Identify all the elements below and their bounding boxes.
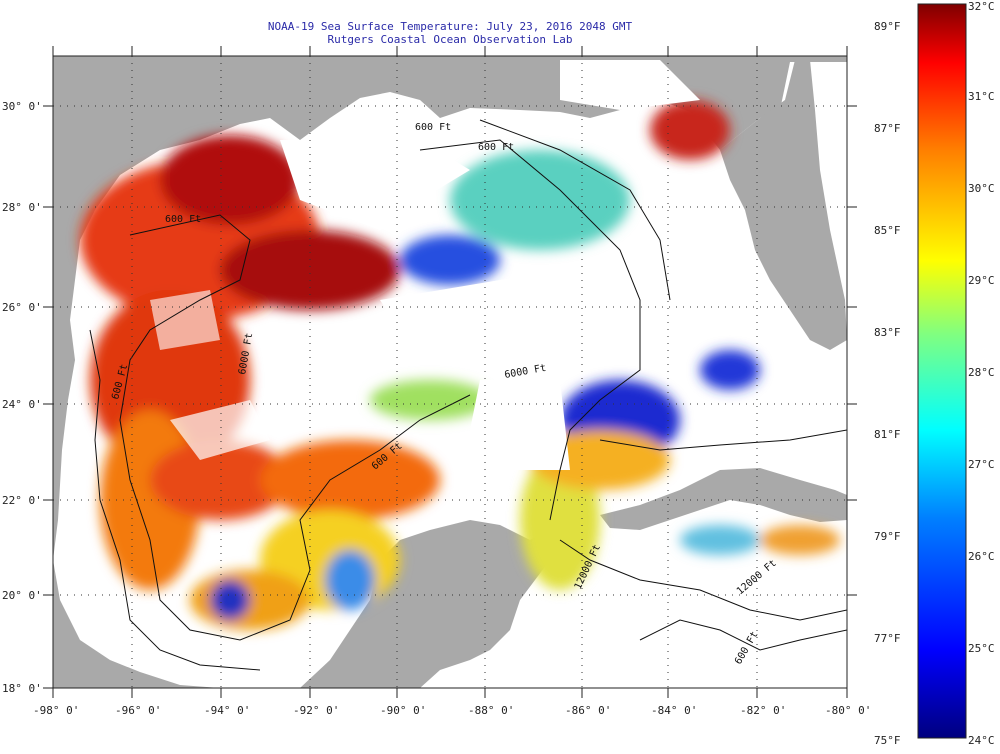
graticule (53, 56, 847, 688)
contour-label: 600 Ft (165, 214, 201, 225)
cb-f-85: 85°F (874, 224, 901, 237)
lat-label-18: 18° 0' (2, 682, 42, 695)
contour-label: 600 Ft (478, 142, 514, 153)
cb-c-28: 28°C (968, 366, 995, 379)
cb-f-79: 79°F (874, 530, 901, 543)
map-subtitle: Rutgers Coastal Ocean Observation Lab (327, 33, 573, 46)
lon-label-94: -94° 0' (204, 704, 250, 717)
lat-label-30: 30° 0' (2, 100, 42, 113)
longitude-labels: -98° 0' -96° 0' -94° 0' -92° 0' -90° 0' … (33, 704, 871, 717)
lon-label-80: -80° 0' (825, 704, 871, 717)
tick-marks (43, 46, 857, 698)
map-title: NOAA-19 Sea Surface Temperature: July 23… (267, 20, 633, 33)
lon-label-92: -92° 0' (293, 704, 339, 717)
colorbar: 32°C 31°C 30°C 29°C 28°C 27°C 26°C 25°C … (874, 0, 995, 747)
map-frame (52, 55, 848, 689)
lat-label-24: 24° 0' (2, 398, 42, 411)
contour-label: 600 Ft (415, 122, 451, 133)
cb-c-31: 31°C (968, 90, 995, 103)
map-area: 600 Ft 600 Ft 600 Ft 600 Ft 600 Ft 6000 … (53, 56, 847, 688)
cb-c-25: 25°C (968, 642, 995, 655)
cb-f-83: 83°F (874, 326, 901, 339)
lon-label-96: -96° 0' (115, 704, 161, 717)
cb-c-30: 30°C (968, 182, 995, 195)
lat-label-20: 20° 0' (2, 589, 42, 602)
lon-label-98: -98° 0' (33, 704, 79, 717)
cb-f-75: 75°F (874, 734, 901, 747)
latitude-labels: 30° 0' 28° 0' 26° 0' 24° 0' 22° 0' 20° 0… (2, 100, 42, 695)
cb-c-24: 24°C (968, 734, 995, 747)
cb-c-32: 32°C (968, 0, 995, 13)
cb-f-81: 81°F (874, 428, 901, 441)
cb-f-89: 89°F (874, 20, 901, 33)
lat-label-28: 28° 0' (2, 201, 42, 214)
cb-c-26: 26°C (968, 550, 995, 563)
lat-label-26: 26° 0' (2, 301, 42, 314)
lon-label-90: -90° 0' (380, 704, 426, 717)
lat-label-22: 22° 0' (2, 494, 42, 507)
lon-label-88: -88° 0' (468, 704, 514, 717)
lon-label-86: -86° 0' (565, 704, 611, 717)
cb-c-29: 29°C (968, 274, 995, 287)
cloud-mask (150, 60, 700, 470)
colorbar-fahrenheit-labels: 89°F 87°F 85°F 83°F 81°F 79°F 77°F 75°F (874, 20, 901, 747)
colorbar-gradient (917, 3, 967, 739)
lon-label-84: -84° 0' (651, 704, 697, 717)
cb-c-27: 27°C (968, 458, 995, 471)
title-block: NOAA-19 Sea Surface Temperature: July 23… (200, 20, 700, 46)
cb-f-87: 87°F (874, 122, 901, 135)
colorbar-celsius-labels: 32°C 31°C 30°C 29°C 28°C 27°C 26°C 25°C … (968, 0, 995, 747)
bathymetry-contours (89, 119, 847, 671)
lon-label-82: -82° 0' (740, 704, 786, 717)
cb-f-77: 77°F (874, 632, 901, 645)
